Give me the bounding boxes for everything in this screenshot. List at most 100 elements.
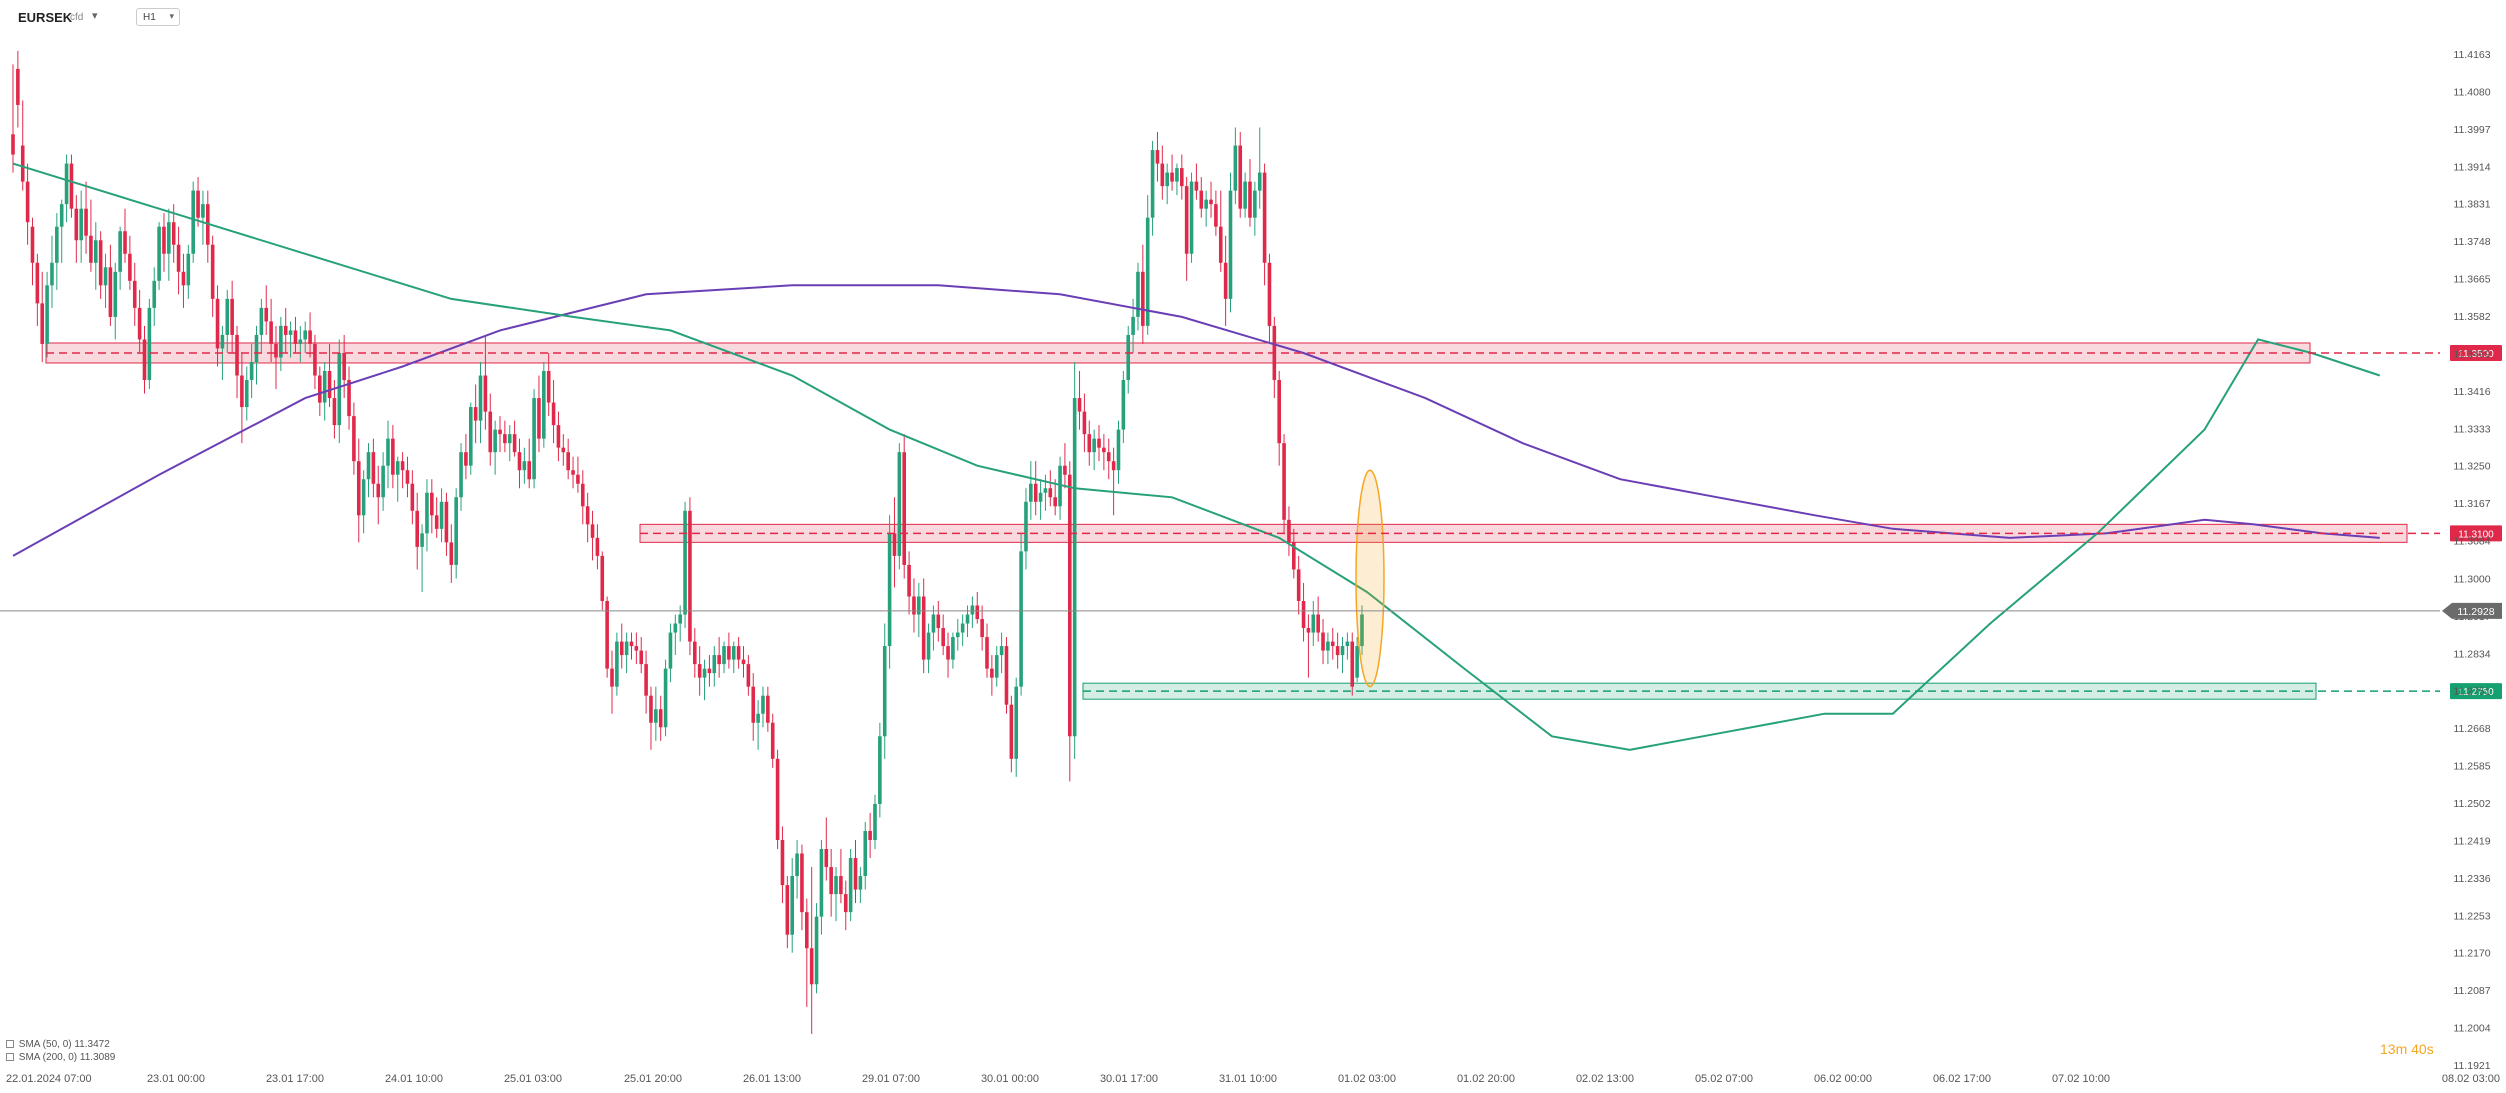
candle-body <box>259 307 264 335</box>
candle-body <box>517 452 522 471</box>
y-tick-label: 11.2751 <box>2453 686 2490 698</box>
candle-body <box>167 222 171 254</box>
candle-body <box>853 858 858 890</box>
y-tick-label: 11.3333 <box>2453 423 2490 435</box>
candle-body <box>785 885 790 935</box>
candle-body <box>663 668 668 728</box>
legend-sma50[interactable]: SMA (50, 0) 11.3472 <box>6 1038 115 1051</box>
candle-body <box>887 533 892 647</box>
candle-body <box>1155 150 1160 164</box>
symbol-name[interactable]: EURSEK <box>18 10 73 25</box>
candle-body <box>1262 172 1267 263</box>
candle-body <box>693 641 697 665</box>
candle-body <box>1053 497 1057 507</box>
candle-body <box>395 461 400 475</box>
timeframe-selector[interactable]: H1 ▾ <box>136 8 180 26</box>
candle-body <box>951 637 955 660</box>
highlight-ellipse <box>1355 469 1385 688</box>
price-axis: 11.4163 11.4080 11.3997 11.3914 11.3831 11.37… <box>2442 49 2502 1072</box>
candle-body <box>917 596 921 615</box>
candle-body <box>79 208 83 241</box>
candle-body <box>882 646 887 737</box>
candle-body <box>352 416 356 462</box>
symbol-dropdown-icon[interactable]: ▾ <box>92 10 98 22</box>
candle-body <box>488 411 493 453</box>
candle-body <box>1311 614 1316 633</box>
candle-body <box>1282 443 1286 520</box>
candle-body <box>1145 217 1150 326</box>
candle-body <box>244 380 249 408</box>
x-tick-label: 01.02 20:00 <box>1457 1073 1515 1085</box>
sma200-line <box>12 284 2380 557</box>
candle-body <box>683 510 687 615</box>
x-tick-label: 08.02 03:00 <box>2442 1073 2500 1085</box>
candle-body <box>59 204 64 227</box>
candle-body <box>93 240 98 263</box>
x-tick-label: 31.01 10:00 <box>1219 1073 1277 1085</box>
y-tick-label: 11.3582 <box>2453 311 2490 323</box>
symbol-type: cfd <box>70 12 84 23</box>
y-tick-label: 11.2668 <box>2453 723 2490 735</box>
y-tick-label: 11.2004 <box>2453 1023 2490 1035</box>
candle-countdown: 13m 40s <box>2380 1041 2434 1057</box>
x-tick-label: 25.01 03:00 <box>504 1073 562 1085</box>
level-label-resistance-lower: 11.3100 <box>2458 529 2494 540</box>
y-tick-label: 11.1921 <box>2453 1060 2490 1072</box>
candle-body <box>702 668 707 678</box>
candle-body <box>25 181 30 223</box>
candle-body <box>775 758 780 840</box>
candle-body <box>1345 641 1350 647</box>
candle-body <box>118 231 122 272</box>
candle-body <box>1301 600 1306 629</box>
candle-body <box>269 321 273 344</box>
chevron-down-icon: ▾ <box>169 11 174 21</box>
candle-body <box>566 452 570 471</box>
candle-body <box>741 659 746 665</box>
candle-body <box>878 736 882 804</box>
candle-body <box>215 298 220 349</box>
candle-body <box>834 876 838 895</box>
y-tick-label: 11.3997 <box>2453 124 2490 136</box>
candle-body <box>542 371 546 439</box>
level-zones <box>45 342 2408 700</box>
time-axis: 22.01.2024 07:00 23.01 00:00 23.01 17:00 24… <box>6 1073 2500 1085</box>
candle-body <box>483 375 488 412</box>
candle-body <box>1175 168 1179 182</box>
candle-body <box>654 709 658 723</box>
candle-body <box>191 190 195 254</box>
candle-body <box>132 280 137 308</box>
candle-body <box>30 226 35 263</box>
x-tick-label: 23.01 17:00 <box>266 1073 324 1085</box>
candle-body <box>1228 190 1233 299</box>
candle-body <box>332 398 337 426</box>
candle-body <box>1111 461 1116 471</box>
level-label-resistance-upper: 11.3500 <box>2458 349 2494 360</box>
candle-body <box>585 506 590 525</box>
legend-sma200[interactable]: SMA (200, 0) 11.3089 <box>6 1051 115 1064</box>
candle-body <box>634 646 639 651</box>
candle-body <box>1209 199 1213 205</box>
candle-body <box>1238 145 1243 209</box>
candle-body <box>410 483 415 511</box>
candle-body <box>254 334 259 362</box>
candle-body <box>98 240 103 286</box>
current-price-tag <box>2442 602 2502 619</box>
x-tick-label: 30.01 17:00 <box>1100 1073 1158 1085</box>
candle-body <box>897 452 902 556</box>
y-tick-label: 11.3748 <box>2453 236 2490 248</box>
candle-body <box>688 510 692 642</box>
x-tick-label: 06.02 17:00 <box>1933 1073 1991 1085</box>
y-tick-label: 11.2336 <box>2453 873 2490 885</box>
candle-body <box>1063 465 1067 475</box>
candle-body <box>809 948 814 985</box>
candle-body <box>780 839 785 886</box>
candle-body <box>1043 488 1048 493</box>
candle-body <box>624 641 629 656</box>
candle-body <box>751 686 756 723</box>
candle-body <box>186 253 191 286</box>
candle-body <box>113 271 118 317</box>
candle-body <box>615 641 619 687</box>
candle-body <box>722 646 726 665</box>
candle-body <box>322 371 327 403</box>
